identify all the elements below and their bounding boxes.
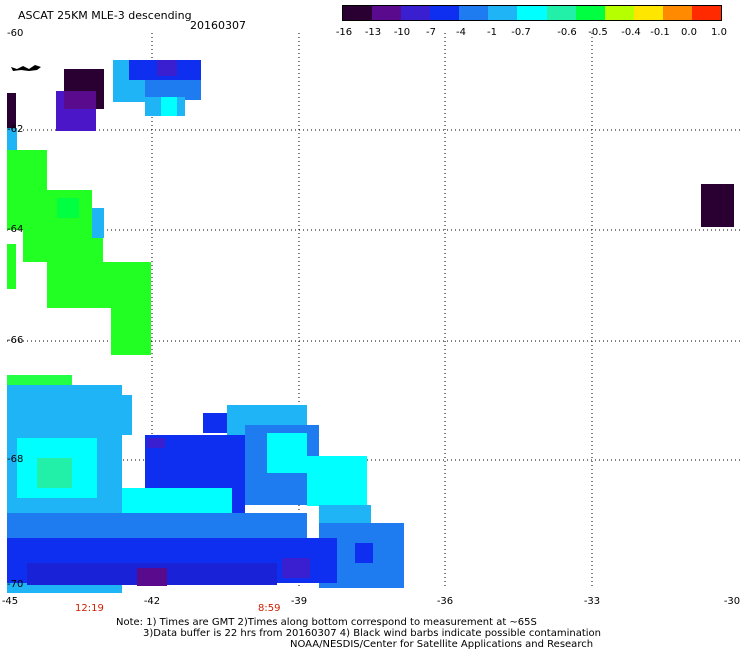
color-scale-swatch bbox=[546, 6, 576, 20]
wind-cell bbox=[37, 458, 72, 488]
wind-cell bbox=[137, 568, 167, 586]
chart-date: 20160307 bbox=[190, 19, 246, 32]
color-scale-label: -0.4 bbox=[621, 27, 641, 38]
wind-cell bbox=[203, 413, 227, 433]
color-scale-label: -0.1 bbox=[650, 27, 670, 38]
wind-cell bbox=[7, 375, 72, 385]
color-scale-label: 1.0 bbox=[711, 27, 727, 38]
wind-cell bbox=[23, 230, 103, 262]
wind-cell bbox=[307, 456, 367, 506]
color-scale-swatch bbox=[691, 6, 722, 20]
x-axis-label: -45 bbox=[1, 596, 19, 607]
x-axis-label: -42 bbox=[143, 596, 161, 607]
wind-cell bbox=[701, 184, 734, 227]
color-scale-label: -0.7 bbox=[511, 27, 531, 38]
wind-cell bbox=[161, 97, 177, 116]
wind-cell bbox=[64, 91, 96, 109]
time-label: 8:59 bbox=[258, 603, 281, 614]
y-axis-label: -70 bbox=[7, 579, 24, 590]
y-axis-label: -62 bbox=[7, 124, 24, 135]
footnote-line: Note: 1) Times are GMT 2)Times along bot… bbox=[116, 617, 537, 628]
wind-cell bbox=[57, 198, 79, 218]
wind-cell bbox=[355, 543, 373, 563]
wind-cell bbox=[282, 558, 310, 578]
wind-cell bbox=[147, 438, 165, 448]
y-axis-label: -66 bbox=[7, 335, 24, 346]
wind-cell bbox=[47, 262, 151, 308]
wind-cell bbox=[122, 395, 132, 435]
wind-cell bbox=[267, 433, 307, 473]
x-axis-label: -39 bbox=[290, 596, 308, 607]
color-scale-swatch bbox=[575, 6, 605, 20]
x-axis-label: -33 bbox=[583, 596, 601, 607]
color-scale-label: -13 bbox=[364, 27, 382, 38]
color-scale-label: -7 bbox=[426, 27, 436, 38]
wind-cell bbox=[145, 80, 201, 100]
coastline bbox=[11, 65, 41, 71]
color-scale-swatch bbox=[459, 6, 489, 20]
color-scale-swatch bbox=[343, 6, 373, 20]
color-scale-label: 0.0 bbox=[681, 27, 697, 38]
footnote-line: 3)Data buffer is 22 hrs from 20160307 4)… bbox=[143, 628, 601, 639]
y-axis-label: -64 bbox=[7, 224, 24, 235]
color-scale-label: -0.5 bbox=[588, 27, 608, 38]
color-scale-swatch bbox=[517, 6, 547, 20]
color-scale-swatch bbox=[604, 6, 634, 20]
color-scale-label: -10 bbox=[393, 27, 411, 38]
wind-cells-north bbox=[7, 60, 734, 227]
color-scale-label: -16 bbox=[335, 27, 353, 38]
color-scale-swatch bbox=[401, 6, 431, 20]
wind-cells-west bbox=[7, 128, 151, 355]
chart-title: ASCAT 25KM MLE-3 descending bbox=[18, 9, 192, 22]
y-axis-label: -68 bbox=[7, 454, 24, 465]
wind-cell bbox=[7, 244, 16, 289]
color-scale-label: -1 bbox=[487, 27, 497, 38]
color-scale-swatch bbox=[633, 6, 663, 20]
footnote-line: NOAA/NESDIS/Center for Satellite Applica… bbox=[290, 639, 594, 650]
y-axis-label: -60 bbox=[7, 28, 24, 39]
color-scale-label: -4 bbox=[456, 27, 466, 38]
wind-field-map bbox=[7, 33, 740, 593]
wind-cell bbox=[7, 93, 16, 128]
color-scale-label: -0.6 bbox=[557, 27, 577, 38]
wind-cells-south bbox=[7, 375, 404, 593]
color-scale-swatch bbox=[662, 6, 692, 20]
wind-cell bbox=[7, 128, 17, 150]
color-scale-swatch bbox=[430, 6, 460, 20]
color-scale-swatch bbox=[372, 6, 402, 20]
wind-cell bbox=[157, 60, 177, 76]
wind-cell bbox=[92, 208, 104, 238]
color-scale-swatch bbox=[488, 6, 518, 20]
color-scale-bar bbox=[342, 5, 722, 21]
x-axis-label: -36 bbox=[436, 596, 454, 607]
time-label: 12:19 bbox=[75, 603, 104, 614]
wind-cell bbox=[7, 150, 47, 190]
x-axis-label: -30 bbox=[723, 596, 740, 607]
wind-cell bbox=[111, 308, 151, 355]
